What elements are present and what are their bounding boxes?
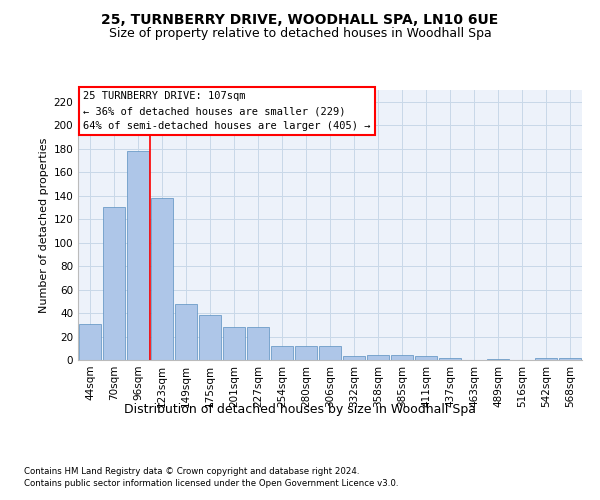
Bar — [271, 346, 293, 360]
Bar — [343, 356, 365, 360]
Bar — [79, 324, 101, 360]
Bar — [367, 356, 389, 360]
Bar — [247, 327, 269, 360]
Text: Distribution of detached houses by size in Woodhall Spa: Distribution of detached houses by size … — [124, 402, 476, 415]
Bar — [487, 359, 509, 360]
Bar — [295, 346, 317, 360]
Bar — [559, 358, 581, 360]
Text: Contains public sector information licensed under the Open Government Licence v3: Contains public sector information licen… — [24, 479, 398, 488]
Bar — [151, 198, 173, 360]
Bar — [415, 356, 437, 360]
Bar — [175, 304, 197, 360]
Bar — [103, 208, 125, 360]
Bar — [535, 358, 557, 360]
Text: 25, TURNBERRY DRIVE, WOODHALL SPA, LN10 6UE: 25, TURNBERRY DRIVE, WOODHALL SPA, LN10 … — [101, 12, 499, 26]
Bar — [223, 327, 245, 360]
Text: Contains HM Land Registry data © Crown copyright and database right 2024.: Contains HM Land Registry data © Crown c… — [24, 468, 359, 476]
Text: 25 TURNBERRY DRIVE: 107sqm
← 36% of detached houses are smaller (229)
64% of sem: 25 TURNBERRY DRIVE: 107sqm ← 36% of deta… — [83, 92, 371, 131]
Bar — [439, 358, 461, 360]
Bar — [127, 151, 149, 360]
Text: Size of property relative to detached houses in Woodhall Spa: Size of property relative to detached ho… — [109, 28, 491, 40]
Bar — [199, 316, 221, 360]
Y-axis label: Number of detached properties: Number of detached properties — [39, 138, 49, 312]
Bar — [391, 356, 413, 360]
Bar — [319, 346, 341, 360]
